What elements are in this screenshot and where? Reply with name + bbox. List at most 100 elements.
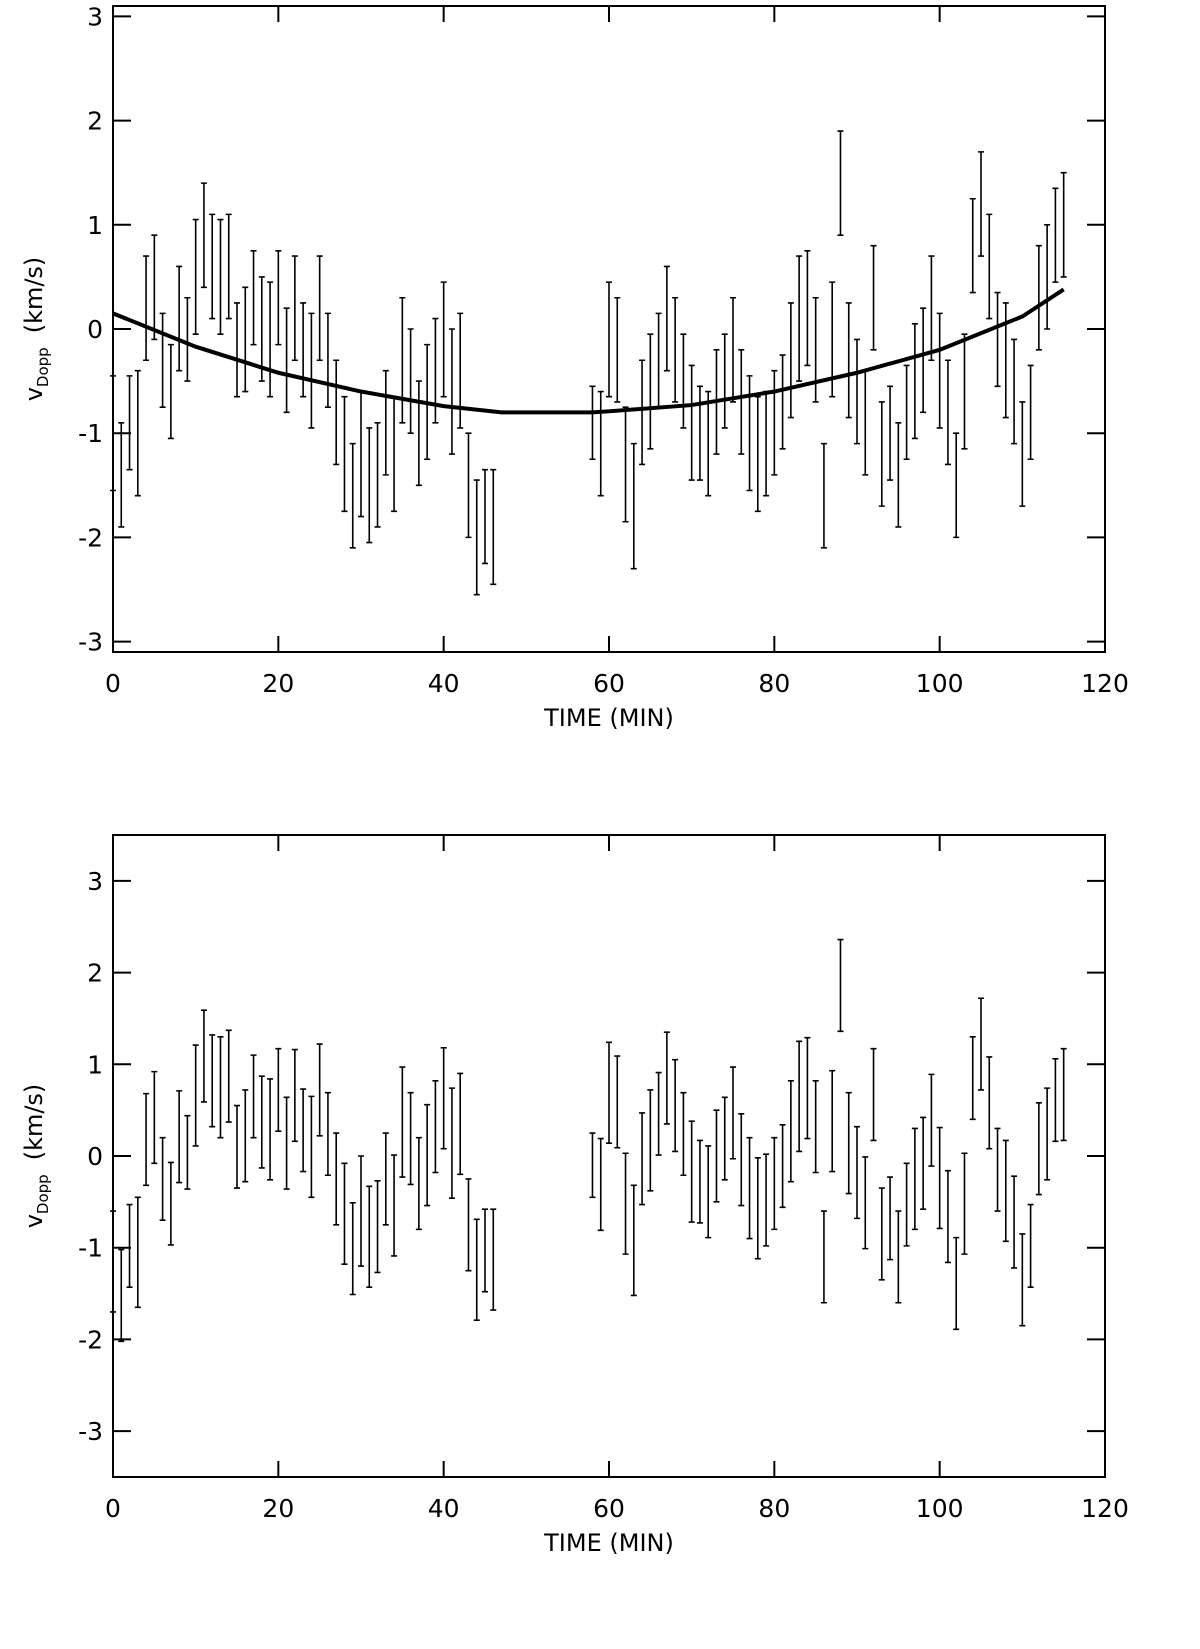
error-bar: [366, 1185, 373, 1288]
error-bar: [366, 427, 373, 544]
error-bar: [308, 1095, 315, 1199]
error-bar: [1052, 187, 1059, 283]
error-bar: [358, 1155, 364, 1267]
error-bar: [639, 1112, 646, 1206]
y-tick-label: -1: [78, 1234, 103, 1263]
error-bar: [705, 390, 712, 497]
error-bar: [1035, 1102, 1042, 1196]
error-bar: [854, 1125, 860, 1220]
error-bar: [258, 276, 265, 382]
error-bar: [928, 255, 935, 362]
error-bar: [746, 375, 753, 492]
error-bar: [432, 317, 439, 424]
error-bar: [110, 375, 116, 492]
error-bar: [349, 1201, 356, 1296]
error-bar: [936, 1126, 943, 1230]
error-bar: [903, 364, 910, 461]
error-bar: [936, 312, 943, 429]
error-bar: [829, 1069, 836, 1173]
error-bar: [267, 281, 274, 398]
x-tick-label: 120: [1081, 669, 1129, 698]
error-bar: [663, 265, 670, 372]
y-label-sub: Dopp: [34, 347, 52, 387]
error-bar: [854, 338, 860, 445]
error-bar: [275, 250, 282, 346]
error-bar: [944, 1169, 951, 1264]
error-bar: [242, 286, 249, 393]
y-tick-label: 3: [87, 867, 103, 896]
y-tick-label: -3: [78, 1417, 103, 1446]
error-bar: [1027, 364, 1034, 461]
error-bar: [1019, 1233, 1026, 1327]
error-bar: [242, 1089, 249, 1183]
error-bar: [738, 349, 745, 455]
y-tick-label: 1: [87, 1050, 103, 1079]
y-tick-label: 2: [87, 959, 103, 988]
error-bar: [688, 1120, 695, 1223]
y-label-unit: (km/s): [20, 1084, 48, 1161]
error-bar: [713, 1109, 720, 1203]
error-bar: [399, 1066, 406, 1178]
error-bar: [639, 359, 646, 466]
error-bar: [341, 395, 348, 513]
error-bar: [944, 359, 951, 466]
error-bar: [374, 421, 381, 528]
error-bar: [779, 354, 786, 450]
error-bar: [1002, 1139, 1009, 1243]
error-bar: [887, 1176, 894, 1261]
error-bar: [234, 1104, 240, 1189]
error-bar: [473, 1218, 480, 1321]
error-bar: [324, 312, 331, 408]
error-bar: [192, 1044, 199, 1147]
error-bar: [688, 364, 695, 481]
error-bar: [432, 1079, 439, 1174]
error-bar: [978, 997, 984, 1091]
error-bar: [324, 1091, 331, 1177]
error-bar: [473, 479, 480, 596]
error-bar: [291, 1048, 298, 1143]
error-bar: [250, 1054, 257, 1139]
error-bar: [837, 130, 844, 237]
error-bar: [680, 1091, 687, 1177]
y-axis-label: vDopp (km/s): [20, 257, 52, 402]
y-tick-label: 1: [87, 211, 103, 240]
error-bar: [143, 255, 150, 362]
error-bar: [969, 197, 976, 294]
error-bar: [250, 250, 257, 346]
error-bar: [184, 296, 191, 382]
error-bar: [647, 1089, 654, 1192]
error-bar: [696, 385, 703, 481]
error-bar: [234, 302, 240, 398]
error-bar: [1035, 244, 1042, 351]
error-bar: [440, 281, 447, 398]
error-bar: [730, 296, 736, 403]
error-bar: [316, 255, 323, 362]
error-bar: [672, 296, 679, 403]
error-bar: [920, 307, 927, 414]
x-tick-label: 0: [105, 1494, 121, 1523]
error-bar: [457, 312, 464, 429]
error-bar: [920, 1116, 927, 1210]
error-bar: [895, 421, 902, 528]
y-label-sub: Dopp: [34, 1174, 52, 1214]
error-bar: [440, 1046, 447, 1150]
error-bar: [448, 1087, 455, 1199]
error-bar: [630, 1184, 637, 1297]
y-tick-label: -3: [78, 628, 103, 657]
error-bar: [316, 1043, 323, 1137]
error-bar: [184, 1114, 191, 1190]
error-bar: [424, 1103, 431, 1207]
error-bar: [862, 369, 869, 476]
error-bar: [151, 234, 158, 341]
error-bar: [1044, 1087, 1051, 1181]
error-bar: [622, 1152, 629, 1255]
error-bar: [159, 1136, 166, 1221]
error-bar: [606, 281, 612, 398]
error-bar: [754, 1157, 761, 1260]
error-bar: [953, 432, 960, 539]
error-bar: [333, 1132, 340, 1226]
error-bar: [911, 1127, 918, 1231]
error-bar: [267, 1078, 274, 1181]
error-bar: [448, 328, 455, 455]
error-bar: [209, 213, 216, 320]
